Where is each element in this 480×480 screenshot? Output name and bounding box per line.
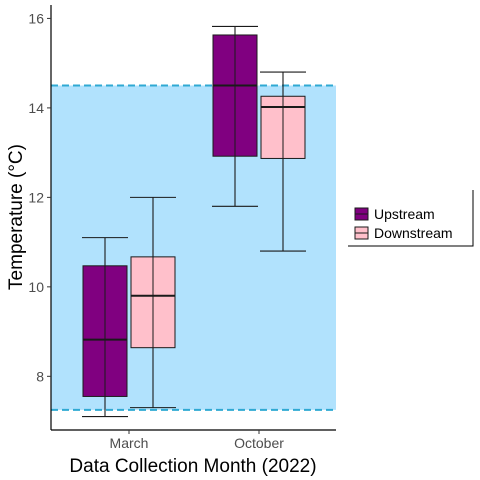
plot-area [51, 25, 336, 418]
legend-label-upstream: Upstream [374, 206, 435, 222]
y-tick-label-10: 10 [28, 279, 44, 295]
y-tick-label-8: 8 [36, 368, 44, 384]
x-tick-label-march: March [110, 435, 149, 451]
axes: 8 10 12 14 16 March October [28, 5, 336, 451]
legend: Upstream Downstream [348, 190, 474, 247]
y-tick-label-16: 16 [28, 10, 44, 26]
y-tick-label-14: 14 [28, 100, 44, 116]
legend-border [348, 190, 474, 247]
y-axis-title: Temperature (°C) [6, 144, 27, 290]
legend-label-downstream: Downstream [374, 225, 453, 241]
x-axis-title: Data Collection Month (2022) [69, 456, 316, 477]
x-tick-label-october: October [234, 435, 284, 451]
y-tick-label-12: 12 [28, 189, 44, 205]
